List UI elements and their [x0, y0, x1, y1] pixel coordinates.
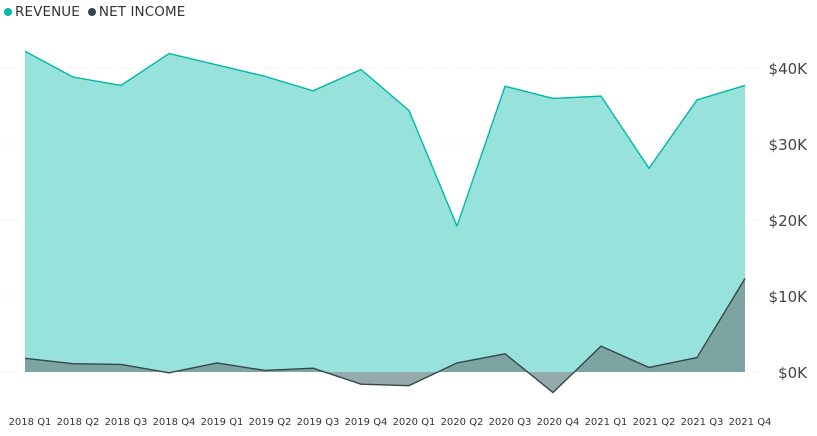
- net-income-point-7: [360, 383, 363, 386]
- net-income-point-5: [264, 369, 267, 372]
- net-income-point-10: [504, 352, 507, 355]
- x-tick-label: 2020 Q1: [393, 417, 436, 428]
- revenue-point-0: [24, 50, 27, 53]
- revenue-point-7: [360, 68, 363, 71]
- revenue-point-8: [408, 109, 411, 112]
- revenue-point-1: [72, 76, 75, 79]
- x-tick-label: 2018 Q2: [57, 417, 100, 428]
- revenue-point-2: [120, 84, 123, 87]
- x-tick-label: 2021 Q3: [681, 417, 724, 428]
- revenue-area: [25, 51, 745, 372]
- revenue-point-15: [744, 84, 747, 87]
- x-tick-label: 2018 Q4: [153, 417, 196, 428]
- x-tick-label: 2019 Q3: [297, 417, 340, 428]
- revenue-point-12: [600, 95, 603, 98]
- x-tick-label: 2018 Q1: [9, 417, 52, 428]
- x-tick-label: 2020 Q4: [537, 417, 580, 428]
- x-tick-label: 2021 Q4: [729, 417, 772, 428]
- y-tick-label: $40K: [769, 60, 809, 78]
- legend-marker-revenue: [4, 8, 12, 16]
- x-tick-label: 2018 Q3: [105, 417, 148, 428]
- legend-label-net-income: NET INCOME: [98, 4, 186, 20]
- revenue-point-11: [552, 97, 555, 100]
- net-income-point-12: [600, 345, 603, 348]
- revenue-point-6: [312, 89, 315, 92]
- legend: REVENUE NET INCOME: [4, 3, 193, 21]
- net-income-point-13: [648, 366, 651, 369]
- x-tick-label: 2021 Q2: [633, 417, 676, 428]
- x-tick-label: 2019 Q2: [249, 417, 292, 428]
- revenue-point-4: [216, 63, 219, 66]
- legend-label-revenue: REVENUE: [15, 4, 80, 20]
- net-income-point-9: [456, 361, 459, 364]
- net-income-point-0: [24, 357, 27, 360]
- x-tick-label: 2020 Q2: [441, 417, 484, 428]
- net-income-point-8: [408, 384, 411, 387]
- y-tick-label: $20K: [769, 212, 809, 230]
- net-income-point-2: [120, 363, 123, 366]
- y-tick-label: $30K: [769, 136, 809, 154]
- revenue-point-10: [504, 85, 507, 88]
- legend-marker-net-income: [87, 8, 96, 16]
- net-income-point-6: [312, 367, 315, 370]
- x-tick-label: 2021 Q1: [585, 417, 628, 428]
- x-tick-label: 2019 Q1: [201, 417, 244, 428]
- net-income-point-3: [168, 371, 171, 374]
- revenue-point-3: [168, 52, 171, 55]
- legend-item-revenue[interactable]: REVENUE: [4, 4, 80, 20]
- y-tick-label: $0K: [778, 364, 808, 382]
- net-income-line: [24, 278, 746, 394]
- net-income-point-1: [72, 362, 75, 365]
- revenue-line: [24, 50, 746, 227]
- legend-item-net-income[interactable]: NET INCOME: [87, 4, 186, 20]
- revenue-point-5: [264, 75, 267, 78]
- net-income-point-14: [696, 356, 699, 359]
- y-tick-label: $10K: [769, 288, 809, 306]
- revenue-point-14: [696, 98, 699, 101]
- x-tick-label: 2019 Q4: [345, 417, 388, 428]
- revenue-point-13: [648, 167, 651, 170]
- revenue-point-9: [456, 225, 459, 228]
- net-income-point-4: [216, 361, 219, 364]
- net-income-point-11: [552, 391, 555, 394]
- net-income-point-15: [744, 277, 747, 280]
- x-tick-label: 2020 Q3: [489, 417, 532, 428]
